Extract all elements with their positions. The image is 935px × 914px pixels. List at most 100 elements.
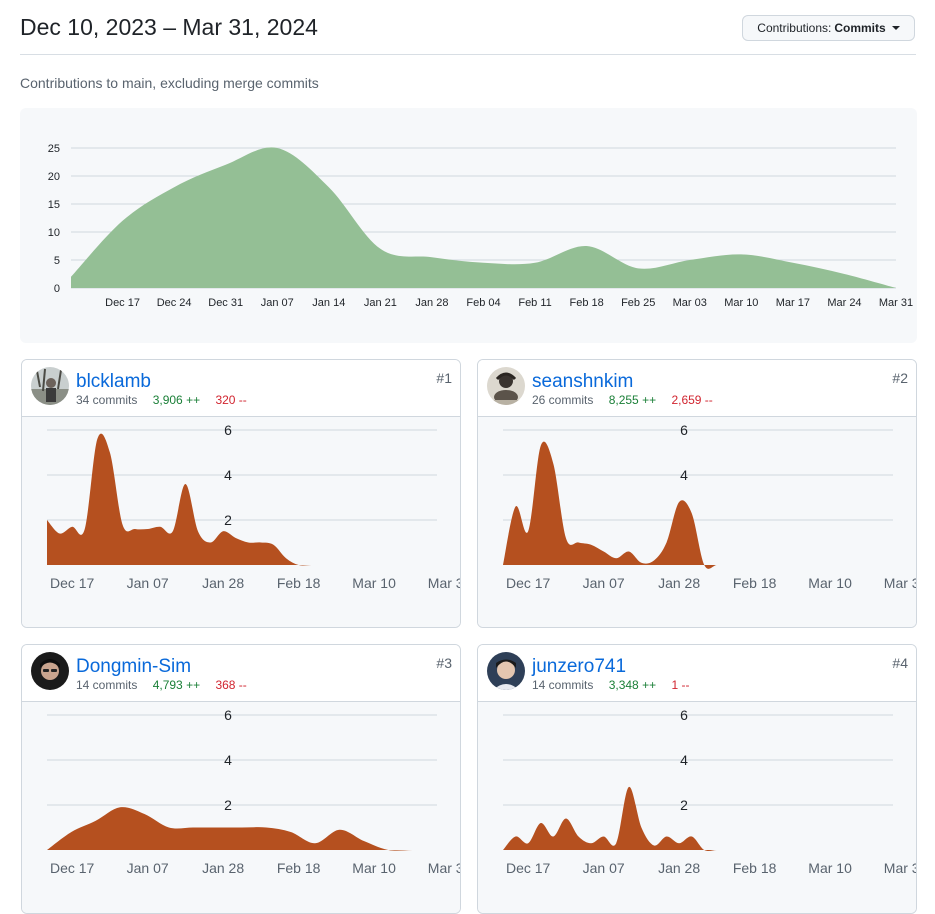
contributor-header: blcklamb 34 commits 3,906 ++ 320 -- #1 — [22, 360, 460, 417]
x-tick-label: Jan 21 — [364, 297, 397, 309]
x-tick-label: Feb 18 — [277, 860, 321, 876]
contributions-dropdown[interactable]: Contributions: Commits — [742, 15, 915, 41]
y-tick-label: 4 — [680, 752, 688, 768]
deletions-count: 368 -- — [215, 678, 247, 692]
y-tick-label: 25 — [48, 143, 60, 155]
additions-count: 3,906 ++ — [152, 393, 201, 407]
x-tick-label: Dec 17 — [50, 860, 95, 876]
y-tick-label: 4 — [224, 752, 232, 768]
main-contributions-chart: 25 20 15 10 5 0 Dec 17 Dec 24 Dec 31 Jan 07 Jan 14… — [48, 143, 913, 309]
x-tick-label: Dec 17 — [506, 860, 551, 876]
avatar[interactable] — [31, 367, 69, 405]
x-tick-label: Mar 10 — [808, 860, 852, 876]
y-tick-label: 5 — [54, 255, 60, 267]
contributor-card: junzero741 14 commits 3,348 ++ 1 -- #4 6… — [477, 644, 917, 914]
y-tick-label: 10 — [48, 227, 60, 239]
y-tick-label: 4 — [680, 467, 688, 483]
contributor-card: Dongmin-Sim 14 commits 4,793 ++ 368 -- #… — [21, 644, 461, 914]
x-tick-label: Jan 07 — [127, 575, 169, 591]
rank-badge: #1 — [436, 370, 452, 386]
avatar[interactable] — [31, 652, 69, 690]
y-tick-label: 2 — [224, 512, 232, 528]
avatar[interactable] — [487, 367, 525, 405]
y-tick-label: 4 — [224, 467, 232, 483]
y-tick-label: 2 — [224, 797, 232, 813]
contributor-header: Dongmin-Sim 14 commits 4,793 ++ 368 -- #… — [22, 645, 460, 702]
commit-count: 26 commits — [532, 393, 594, 407]
contributor-stats: 34 commits 3,906 ++ 320 -- — [76, 393, 247, 407]
contributor-header: junzero741 14 commits 3,348 ++ 1 -- #4 — [478, 645, 916, 702]
x-tick-label: Jan 07 — [583, 860, 625, 876]
x-tick-label: Mar 03 — [673, 297, 707, 309]
rank-badge: #2 — [892, 370, 908, 386]
x-tick-label: Dec 17 — [50, 575, 95, 591]
contributor-username-link[interactable]: blcklamb — [76, 371, 151, 392]
x-tick-label: Mar 31 — [884, 860, 916, 876]
deletions-count: 1 -- — [671, 678, 690, 692]
x-tick-label: Dec 17 — [506, 575, 551, 591]
y-tick-label: 6 — [224, 422, 232, 438]
chart-subtitle: Contributions to main, excluding merge c… — [20, 75, 319, 91]
y-tick-label: 6 — [680, 422, 688, 438]
x-tick-label: Feb 04 — [466, 297, 500, 309]
contributor-username-link[interactable]: Dongmin-Sim — [76, 656, 192, 677]
x-tick-label: Jan 28 — [415, 297, 448, 309]
y-tick-label: 20 — [48, 171, 60, 183]
x-tick-label: Dec 31 — [208, 297, 243, 309]
dropdown-value: Commits — [834, 21, 886, 35]
y-tick-label: 15 — [48, 199, 60, 211]
additions-count: 4,793 ++ — [152, 678, 201, 692]
dropdown-prefix: Contributions: — [757, 21, 832, 35]
x-tick-label: Feb 18 — [277, 575, 321, 591]
area-series — [47, 433, 437, 566]
rank-badge: #3 — [436, 655, 452, 671]
contributor-stats: 14 commits 3,348 ++ 1 -- — [532, 678, 689, 692]
x-tick-label: Jan 28 — [658, 575, 700, 591]
x-tick-label: Mar 10 — [724, 297, 758, 309]
x-tick-label: Jan 07 — [127, 860, 169, 876]
x-tick-label: Jan 28 — [202, 575, 244, 591]
x-tick-label: Mar 31 — [428, 575, 460, 591]
avatar[interactable] — [487, 652, 525, 690]
x-tick-label: Jan 14 — [312, 297, 345, 309]
commit-count: 14 commits — [532, 678, 594, 692]
x-tick-label: Feb 18 — [733, 575, 777, 591]
deletions-count: 320 -- — [215, 393, 247, 407]
contributor-card: blcklamb 34 commits 3,906 ++ 320 -- #1 6… — [21, 359, 461, 628]
rank-badge: #4 — [892, 655, 908, 671]
x-tick-label: Mar 10 — [808, 575, 852, 591]
contributor-username-link[interactable]: seanshnkim — [532, 371, 634, 392]
x-tick-label: Jan 07 — [583, 575, 625, 591]
x-tick-label: Mar 17 — [776, 297, 810, 309]
x-tick-label: Mar 31 — [428, 860, 460, 876]
area-series — [503, 786, 893, 851]
x-tick-label: Mar 10 — [352, 860, 396, 876]
commit-count: 34 commits — [76, 393, 138, 407]
contributor-card: seanshnkim 26 commits 8,255 ++ 2,659 -- … — [477, 359, 917, 628]
y-tick-label: 6 — [680, 707, 688, 723]
x-tick-label: Feb 18 — [570, 297, 604, 309]
commit-count: 14 commits — [76, 678, 138, 692]
y-tick-label: 0 — [54, 283, 60, 295]
contributor-username-link[interactable]: junzero741 — [532, 656, 627, 677]
x-tick-label: Jan 28 — [202, 860, 244, 876]
page-title: Dec 10, 2023 – Mar 31, 2024 — [20, 14, 318, 40]
deletions-count: 2,659 -- — [671, 393, 713, 407]
divider — [20, 54, 916, 55]
contributor-stats: 14 commits 4,793 ++ 368 -- — [76, 678, 247, 692]
x-tick-label: Mar 31 — [879, 297, 913, 309]
x-tick-label: Mar 31 — [884, 575, 916, 591]
contributor-header: seanshnkim 26 commits 8,255 ++ 2,659 -- … — [478, 360, 916, 417]
x-tick-label: Feb 18 — [733, 860, 777, 876]
area-series — [47, 807, 437, 851]
x-tick-label: Dec 24 — [157, 297, 192, 309]
contributor-stats: 26 commits 8,255 ++ 2,659 -- — [532, 393, 713, 407]
main-chart-panel: 25 20 15 10 5 0 Dec 17 Dec 24 Dec 31 Jan 07 Jan 14… — [20, 108, 917, 343]
y-tick-label: 2 — [680, 797, 688, 813]
